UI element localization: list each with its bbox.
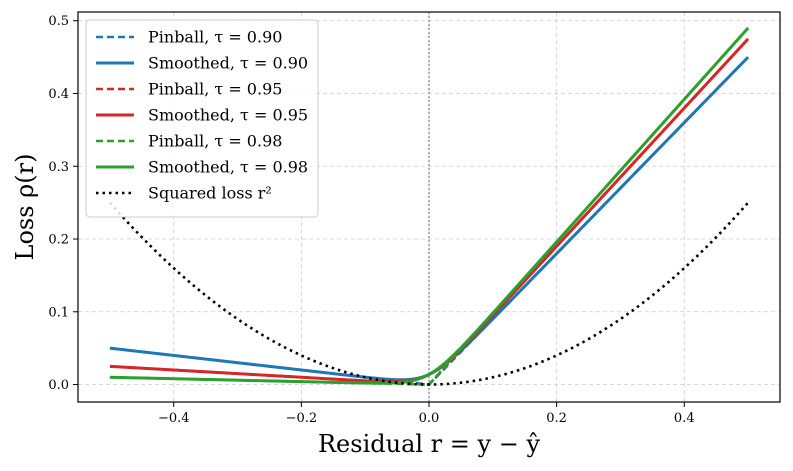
legend-entry: Squared loss r² <box>148 184 272 203</box>
x-tick-label: 0.0 <box>419 411 440 426</box>
y-tick-label: 0.0 <box>48 378 69 393</box>
y-tick-label: 0.4 <box>48 87 69 102</box>
legend-entry: Smoothed, τ = 0.98 <box>148 158 308 177</box>
y-tick-label: 0.5 <box>48 14 69 29</box>
series-line-5 <box>109 27 750 385</box>
legend-entry: Pinball, τ = 0.90 <box>148 28 282 47</box>
y-axis-label: Loss ρ(r) <box>11 154 39 261</box>
legend-entry: Pinball, τ = 0.95 <box>148 80 282 99</box>
x-tick-label: −0.2 <box>286 411 318 426</box>
legend-entry: Smoothed, τ = 0.90 <box>148 54 308 73</box>
legend: Pinball, τ = 0.90 Smoothed, τ = 0.90 Pinba… <box>85 19 319 218</box>
axis-ticks: −0.4 −0.2 0.0 0.2 0.4 0.0 0.1 0.2 0.3 0.4 0.5 <box>48 14 694 426</box>
y-tick-label: 0.1 <box>48 305 69 320</box>
legend-entry: Pinball, τ = 0.98 <box>148 132 282 151</box>
x-tick-label: 0.2 <box>546 411 567 426</box>
legend-entry: Smoothed, τ = 0.95 <box>148 106 308 125</box>
y-tick-label: 0.3 <box>48 160 69 175</box>
x-tick-label: −0.4 <box>158 411 190 426</box>
series-group <box>108 27 750 386</box>
legend-box <box>85 19 319 218</box>
x-tick-label: 0.4 <box>674 411 695 426</box>
y-tick-label: 0.2 <box>48 233 69 248</box>
series-line-6 <box>108 201 750 386</box>
x-axis-label: Residual r = y − ŷ <box>318 430 540 458</box>
